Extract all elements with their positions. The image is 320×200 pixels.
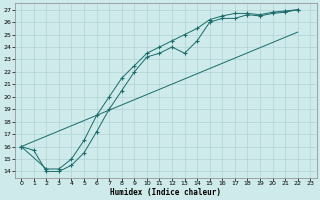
- X-axis label: Humidex (Indice chaleur): Humidex (Indice chaleur): [110, 188, 221, 197]
